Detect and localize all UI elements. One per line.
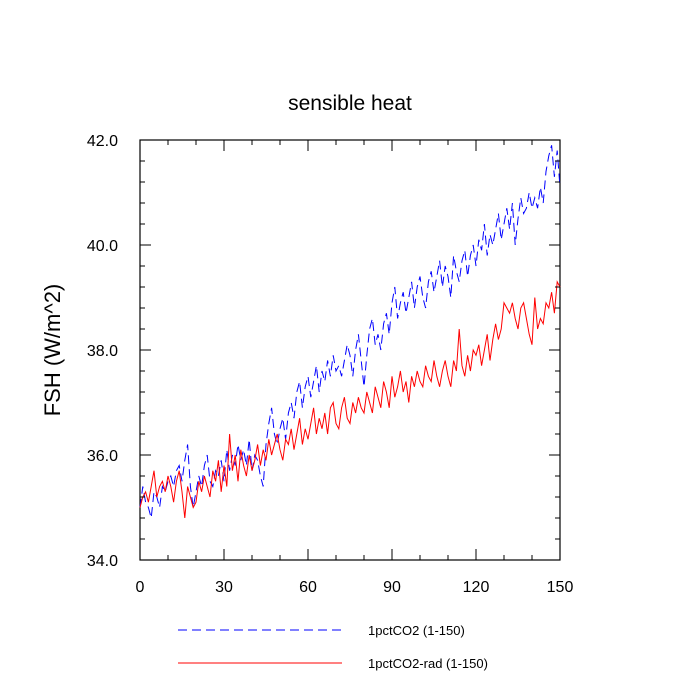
y-tick-label: 34.0 — [87, 553, 118, 570]
plot-frame — [139, 139, 561, 561]
x-tick-label: 150 — [547, 579, 574, 596]
x-tick-label: 120 — [463, 579, 490, 596]
legend-label-2: 1pctCO2-rad (1-150) — [368, 656, 488, 671]
y-axis-label: FSH (W/m^2) — [40, 284, 65, 417]
legend-label-1: 1pctCO2 (1-150) — [368, 623, 465, 638]
y-tick-label: 42.0 — [87, 133, 118, 150]
ticks-layer: 0 30 60 90 120 150 34.0 36.0 38.0 40.0 42.0 — [87, 133, 574, 596]
series-line-1 — [139, 145, 561, 519]
series-line-2 — [139, 280, 561, 519]
x-tick-label: 90 — [383, 579, 401, 596]
x-tick-label: 0 — [136, 579, 145, 596]
y-tick-label: 38.0 — [87, 343, 118, 360]
y-tick-label: 36.0 — [87, 448, 118, 465]
legend: 1pctCO2 (1-150) 1pctCO2-rad (1-150) — [178, 623, 488, 671]
x-tick-label: 30 — [215, 579, 233, 596]
y-tick-label: 40.0 — [87, 238, 118, 255]
x-tick-label: 60 — [299, 579, 317, 596]
chart-title: sensible heat — [288, 92, 412, 115]
series-layer — [139, 145, 561, 519]
